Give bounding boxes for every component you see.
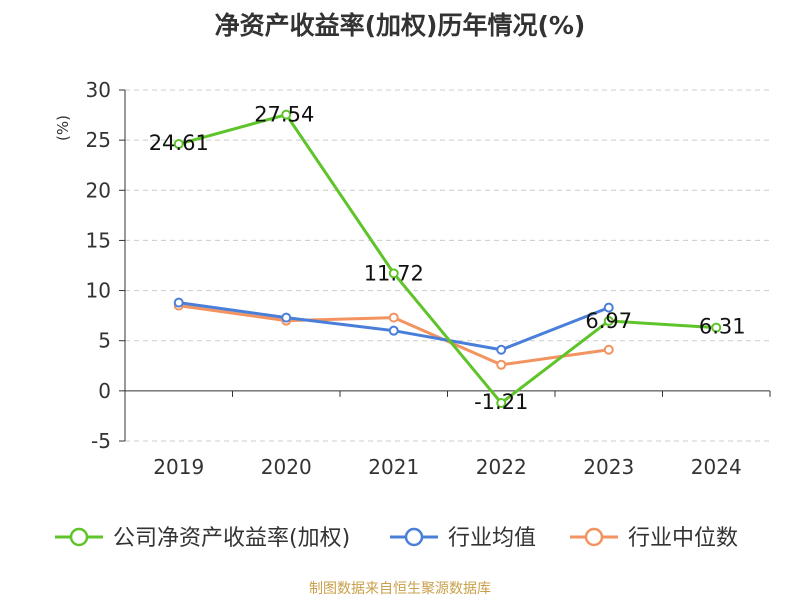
data-label: 6.31 xyxy=(699,315,746,339)
x-tick-label: 2021 xyxy=(368,455,419,479)
legend-marker[interactable] xyxy=(404,527,424,547)
x-tick-label: 2019 xyxy=(153,455,204,479)
legend-marker[interactable] xyxy=(69,527,89,547)
legend: 公司净资产收益率(加权) 行业均值 行业中位数 xyxy=(55,526,738,551)
axes: -5 0 5 10 15 20 25 30 2019 2020 2021 2022 2023 2024 xyxy=(86,78,771,479)
legend-label[interactable]: 行业中位数 xyxy=(628,526,738,551)
data-point[interactable] xyxy=(281,109,292,120)
data-point[interactable] xyxy=(603,315,614,326)
data-label: 11.72 xyxy=(364,261,424,285)
y-tick-label: 30 xyxy=(86,78,111,102)
data-labels: 24.61 27.54 11.72 -1.21 6.97 6.31 xyxy=(149,103,746,414)
data-point[interactable] xyxy=(173,297,184,308)
data-source-note: 制图数据来自恒生聚源数据库 xyxy=(309,581,491,597)
series-lines xyxy=(173,109,722,408)
data-point[interactable] xyxy=(496,344,507,355)
x-tick-label: 2023 xyxy=(583,455,634,479)
y-tick-label: 10 xyxy=(86,279,111,303)
y-tick-label: 5 xyxy=(98,329,111,353)
data-label: -1.21 xyxy=(474,390,528,414)
y-tick-label: 20 xyxy=(86,178,111,202)
data-point[interactable] xyxy=(388,268,399,279)
data-label: 24.61 xyxy=(149,131,209,155)
chart-title: 净资产收益率(加权)历年情况(%) xyxy=(214,11,586,40)
y-axis-label: (%) xyxy=(54,115,72,141)
y-tick-label: 25 xyxy=(86,128,111,152)
data-point[interactable] xyxy=(496,397,507,408)
data-label: 27.54 xyxy=(254,103,314,127)
grid-lines xyxy=(125,89,770,442)
series-line xyxy=(178,113,717,405)
x-tick-label: 2022 xyxy=(476,455,527,479)
y-tick-label: -5 xyxy=(91,429,111,453)
data-point[interactable] xyxy=(603,344,614,355)
data-point[interactable] xyxy=(711,322,722,333)
legend-label[interactable]: 行业均值 xyxy=(448,526,536,551)
legend-label[interactable]: 公司净资产收益率(加权) xyxy=(113,526,350,551)
y-tick-label: 0 xyxy=(98,379,111,403)
data-point[interactable] xyxy=(173,139,184,150)
data-label: 6.97 xyxy=(585,309,632,333)
data-point[interactable] xyxy=(388,312,399,323)
data-point[interactable] xyxy=(388,325,399,336)
y-tick-label: 15 xyxy=(86,228,111,252)
x-tick-label: 2024 xyxy=(691,455,742,479)
x-tick-label: 2020 xyxy=(261,455,312,479)
legend-marker[interactable] xyxy=(584,527,604,547)
data-point[interactable] xyxy=(281,312,292,323)
data-point[interactable] xyxy=(603,302,614,313)
data-point[interactable] xyxy=(496,359,507,370)
